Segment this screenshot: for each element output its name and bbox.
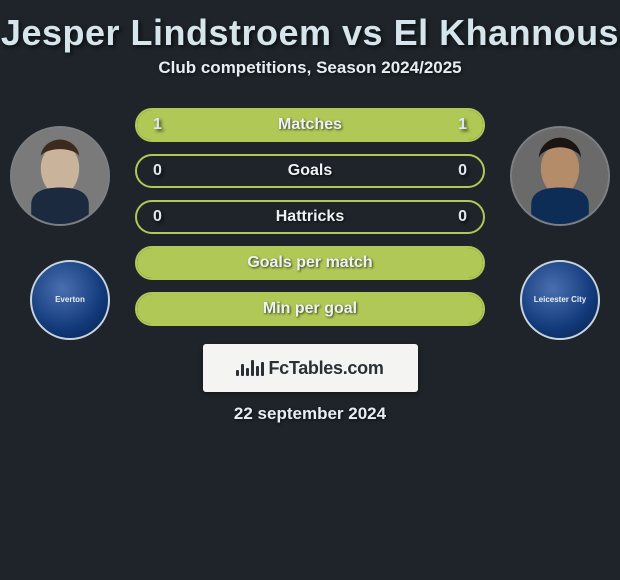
stat-label: Min per goal [263,300,357,318]
brand-badge[interactable]: FcTables.com [203,344,418,392]
stat-row: 1 Matches 1 [135,108,485,142]
comparison-zone: Everton Leicester City 1Matches10Goals00… [0,108,620,424]
club-left-name: Everton [55,296,85,304]
page-title: Jesper Lindstroem vs El Khannous [0,0,620,58]
brand-text: FcTables.com [268,358,383,379]
stat-label: Goals [288,162,332,180]
stat-value-left: 0 [153,162,162,180]
generated-date: 22 september 2024 [10,404,610,424]
club-left-badge: Everton [30,260,110,340]
stat-row: 0 Hattricks 0 [135,200,485,234]
stat-value-right: 0 [458,208,467,226]
stat-row: Min per goal [135,292,485,326]
avatar-placeholder-icon [12,128,108,224]
stat-value-left: 0 [153,208,162,226]
stat-row: 0 Goals 0 [135,154,485,188]
player-right-avatar [510,126,610,226]
bar-chart-icon [236,360,264,376]
player-left-avatar [10,126,110,226]
club-right-name: Leicester City [534,296,586,304]
avatar-placeholder-icon [512,128,608,224]
stat-value-right: 1 [458,116,467,134]
subtitle: Club competitions, Season 2024/2025 [0,58,620,108]
stat-label: Matches [278,116,342,134]
comparison-widget: Jesper Lindstroem vs El Khannous Club co… [0,0,620,424]
stat-row: Goals per match [135,246,485,280]
stat-label: Hattricks [276,208,344,226]
stat-value-right: 0 [458,162,467,180]
club-right-badge: Leicester City [520,260,600,340]
stat-label: Goals per match [247,254,372,272]
stat-value-left: 1 [153,116,162,134]
